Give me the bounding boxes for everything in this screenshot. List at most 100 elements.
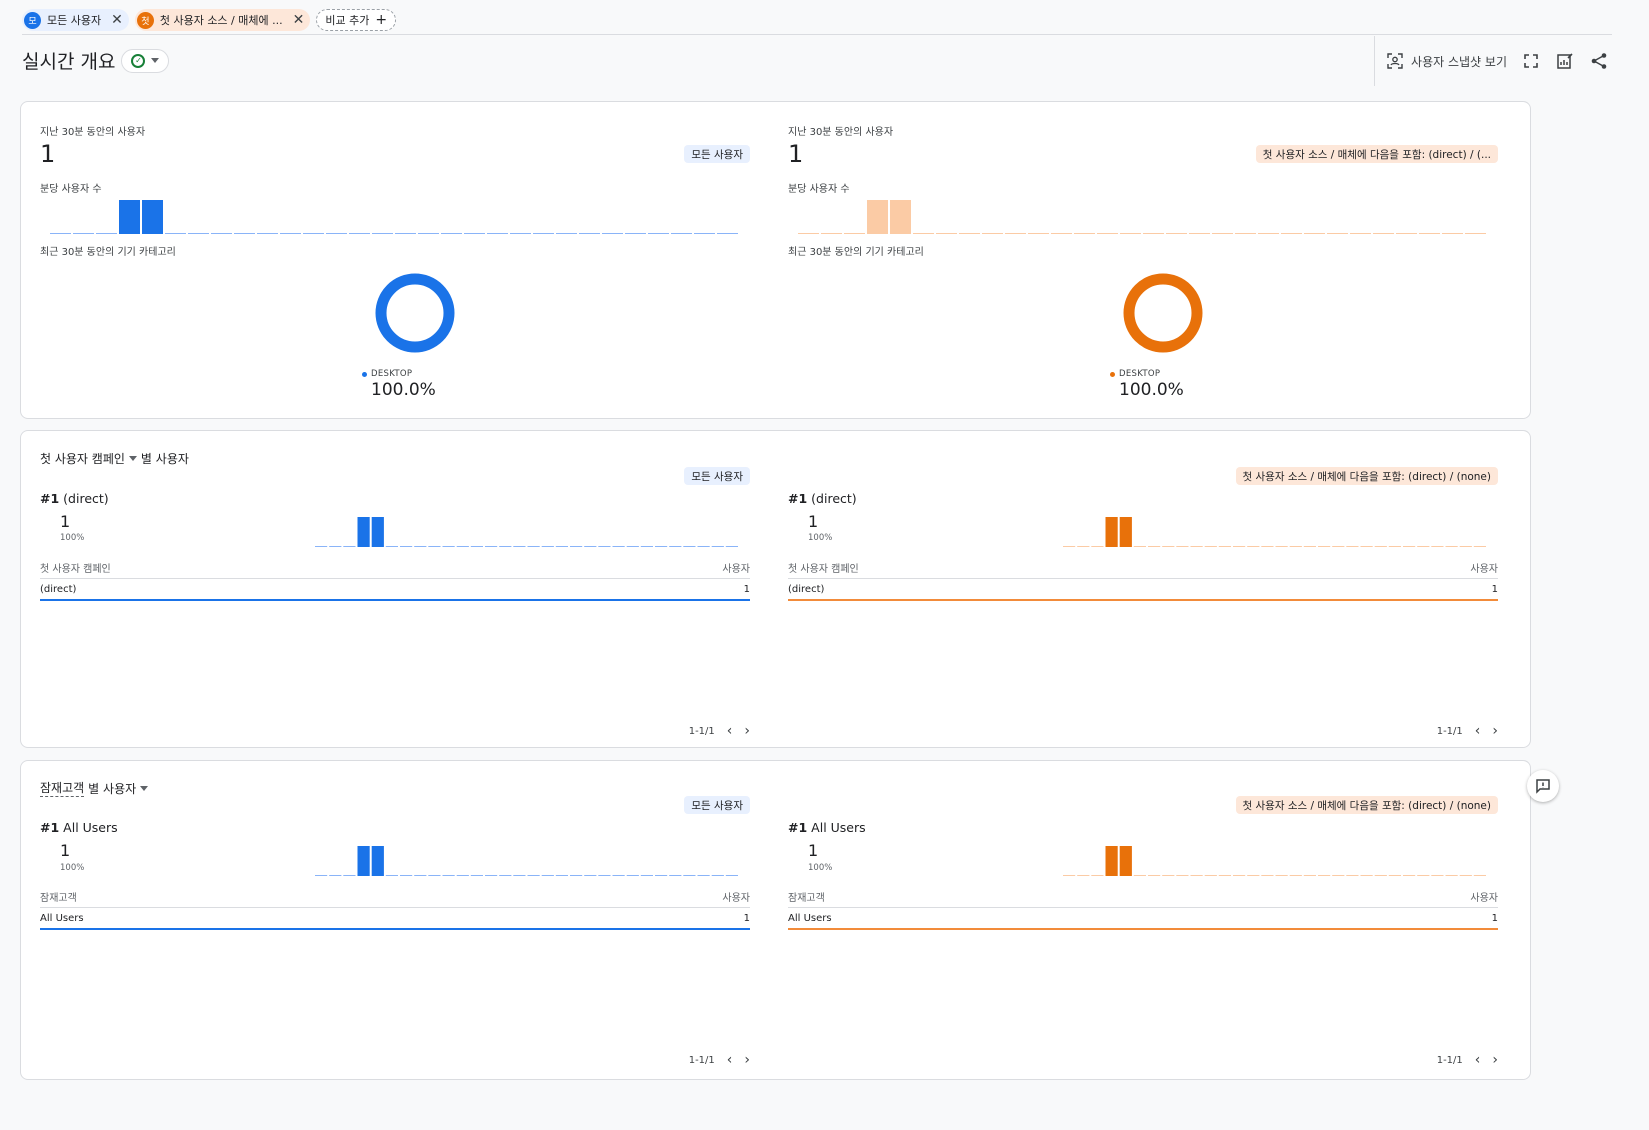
device-category-label: 최근 30분 동안의 기기 카테고리 [788,247,924,258]
data-status-dropdown[interactable]: ✓ [121,48,170,73]
bar-baseline-mark [1074,233,1095,234]
share-icon[interactable] [1589,51,1609,71]
bar-baseline-mark [1417,546,1430,547]
close-icon[interactable]: ✕ [292,12,305,28]
top-rank: #1 All Users [40,820,118,835]
comparison-chip-all-users[interactable]: 모 모든 사용자 ✕ [22,9,129,31]
bar-baseline-mark [1091,546,1104,547]
bar-baseline-mark [1332,875,1345,876]
bar-baseline-mark [211,233,232,234]
chevron-left-icon[interactable]: ‹ [726,1052,733,1068]
bar-baseline-mark [441,233,462,234]
bar-baseline-mark [1261,875,1274,876]
dimension-selector[interactable]: 잠재고객 [40,781,85,797]
chevron-right-icon[interactable]: › [1492,1052,1498,1068]
bar-baseline-mark [694,233,715,234]
bar-baseline-mark [527,546,540,547]
table-row[interactable]: (direct) 1 [788,584,1498,595]
check-circle-icon: ✓ [131,53,146,68]
insights-edit-icon[interactable] [1555,51,1575,71]
chevron-right-icon[interactable]: › [744,1052,750,1068]
bar-baseline-mark [1176,875,1189,876]
title-suffix: 별 사용자 [88,781,137,796]
bar-baseline-mark [598,546,611,547]
bar-baseline-mark [343,546,356,547]
table-row[interactable]: (direct) 1 [40,584,750,595]
bar-baseline-mark [612,546,625,547]
bar-baseline-mark [625,233,646,234]
bar-baseline-mark [612,875,625,876]
bar-baseline-mark [1318,546,1331,547]
plus-icon: + [375,12,388,28]
chip-avatar: 첫 [136,11,154,29]
row-value: 1 [1491,584,1498,595]
bar-baseline-mark [73,233,94,234]
chevron-left-icon[interactable]: ‹ [1474,723,1481,739]
pager-text: 1-1/1 [1436,725,1463,737]
bar-baseline-mark [1133,546,1146,547]
bar-baseline-mark [96,233,117,234]
bar-baseline-mark [640,875,653,876]
bar-baseline-mark [1120,233,1141,234]
dimension-selector[interactable]: 첫 사용자 캠페인 [40,452,125,466]
feedback-button[interactable] [1527,770,1559,802]
bar-baseline-mark [626,546,639,547]
bar-baseline-mark [395,233,416,234]
bar-baseline-mark [1445,875,1458,876]
campaign-left-panel: 모든 사용자 #1 (direct) 1 100% 첫 사용자 캠페인 사용자 (… [40,431,750,747]
bar-baseline-mark [400,546,413,547]
bar-baseline-mark [1176,546,1189,547]
bar-baseline-mark [821,233,842,234]
chevron-right-icon[interactable]: › [1492,723,1498,739]
overview-left-panel: 지난 30분 동안의 사용자 1 모든 사용자 분당 사용자 수 최근 30분 … [40,102,750,418]
chevron-left-icon[interactable]: ‹ [1474,1052,1481,1068]
chevron-down-icon[interactable] [140,785,149,791]
segment-badge: 모든 사용자 [684,467,750,485]
device-name: DESKTOP [371,369,413,379]
bar-baseline-mark [464,233,485,234]
bar-baseline-mark [442,546,455,547]
pagination: 1-1/1 ‹ › [1437,723,1498,739]
bar-baseline-mark [556,233,577,234]
bar-baseline-mark [329,546,342,547]
bar-baseline-mark [936,233,957,234]
page-title-row: 실시간 개요 ✓ [22,47,170,74]
column-metric: 사용자 [1470,893,1498,904]
chip-label: 모든 사용자 [47,14,102,27]
bar-baseline-mark [1190,546,1203,547]
overview-right-panel: 지난 30분 동안의 사용자 1 첫 사용자 소스 / 매체에 다음을 포함: … [788,102,1498,418]
bar-baseline-mark [442,875,455,876]
column-metric: 사용자 [1470,564,1498,575]
close-icon[interactable]: ✕ [111,12,123,28]
bar-baseline-mark [844,233,865,234]
divider [40,578,750,579]
bar-baseline-mark [1162,875,1175,876]
table-row[interactable]: All Users 1 [788,913,1498,924]
table-row[interactable]: All Users 1 [40,913,750,924]
chevron-left-icon[interactable]: ‹ [726,723,733,739]
divider [40,907,750,908]
bar-baseline-mark [513,875,526,876]
bar-baseline-mark [315,875,328,876]
bar-baseline-mark [1465,233,1486,234]
add-comparison-button[interactable]: 비교 추가 + [316,9,397,31]
bar-baseline-mark [1005,233,1026,234]
bar-baseline-mark [1275,546,1288,547]
per-minute-chart [50,200,738,234]
users-30min-label: 지난 30분 동안의 사용자 [788,127,894,138]
fullscreen-icon[interactable] [1521,51,1541,71]
bar-baseline-mark [485,875,498,876]
bar-baseline-mark [1218,875,1231,876]
chevron-down-icon[interactable] [128,456,137,461]
user-snapshot-button[interactable]: 사용자 스냅샷 보기 [1387,53,1507,70]
bar-baseline-mark [1473,875,1486,876]
row-dimension: All Users [788,913,832,924]
chevron-right-icon[interactable]: › [744,723,750,739]
bar-baseline-mark [1473,546,1486,547]
column-metric: 사용자 [722,564,750,575]
rank-number: #1 [40,820,60,835]
device-legend: DESKTOP [1110,369,1160,379]
comparison-chip-source-medium[interactable]: 첫 첫 사용자 소스 / 매체에 ... ✕ [134,9,311,31]
rank-number: #1 [40,491,60,506]
bar-baseline-mark [418,233,439,234]
